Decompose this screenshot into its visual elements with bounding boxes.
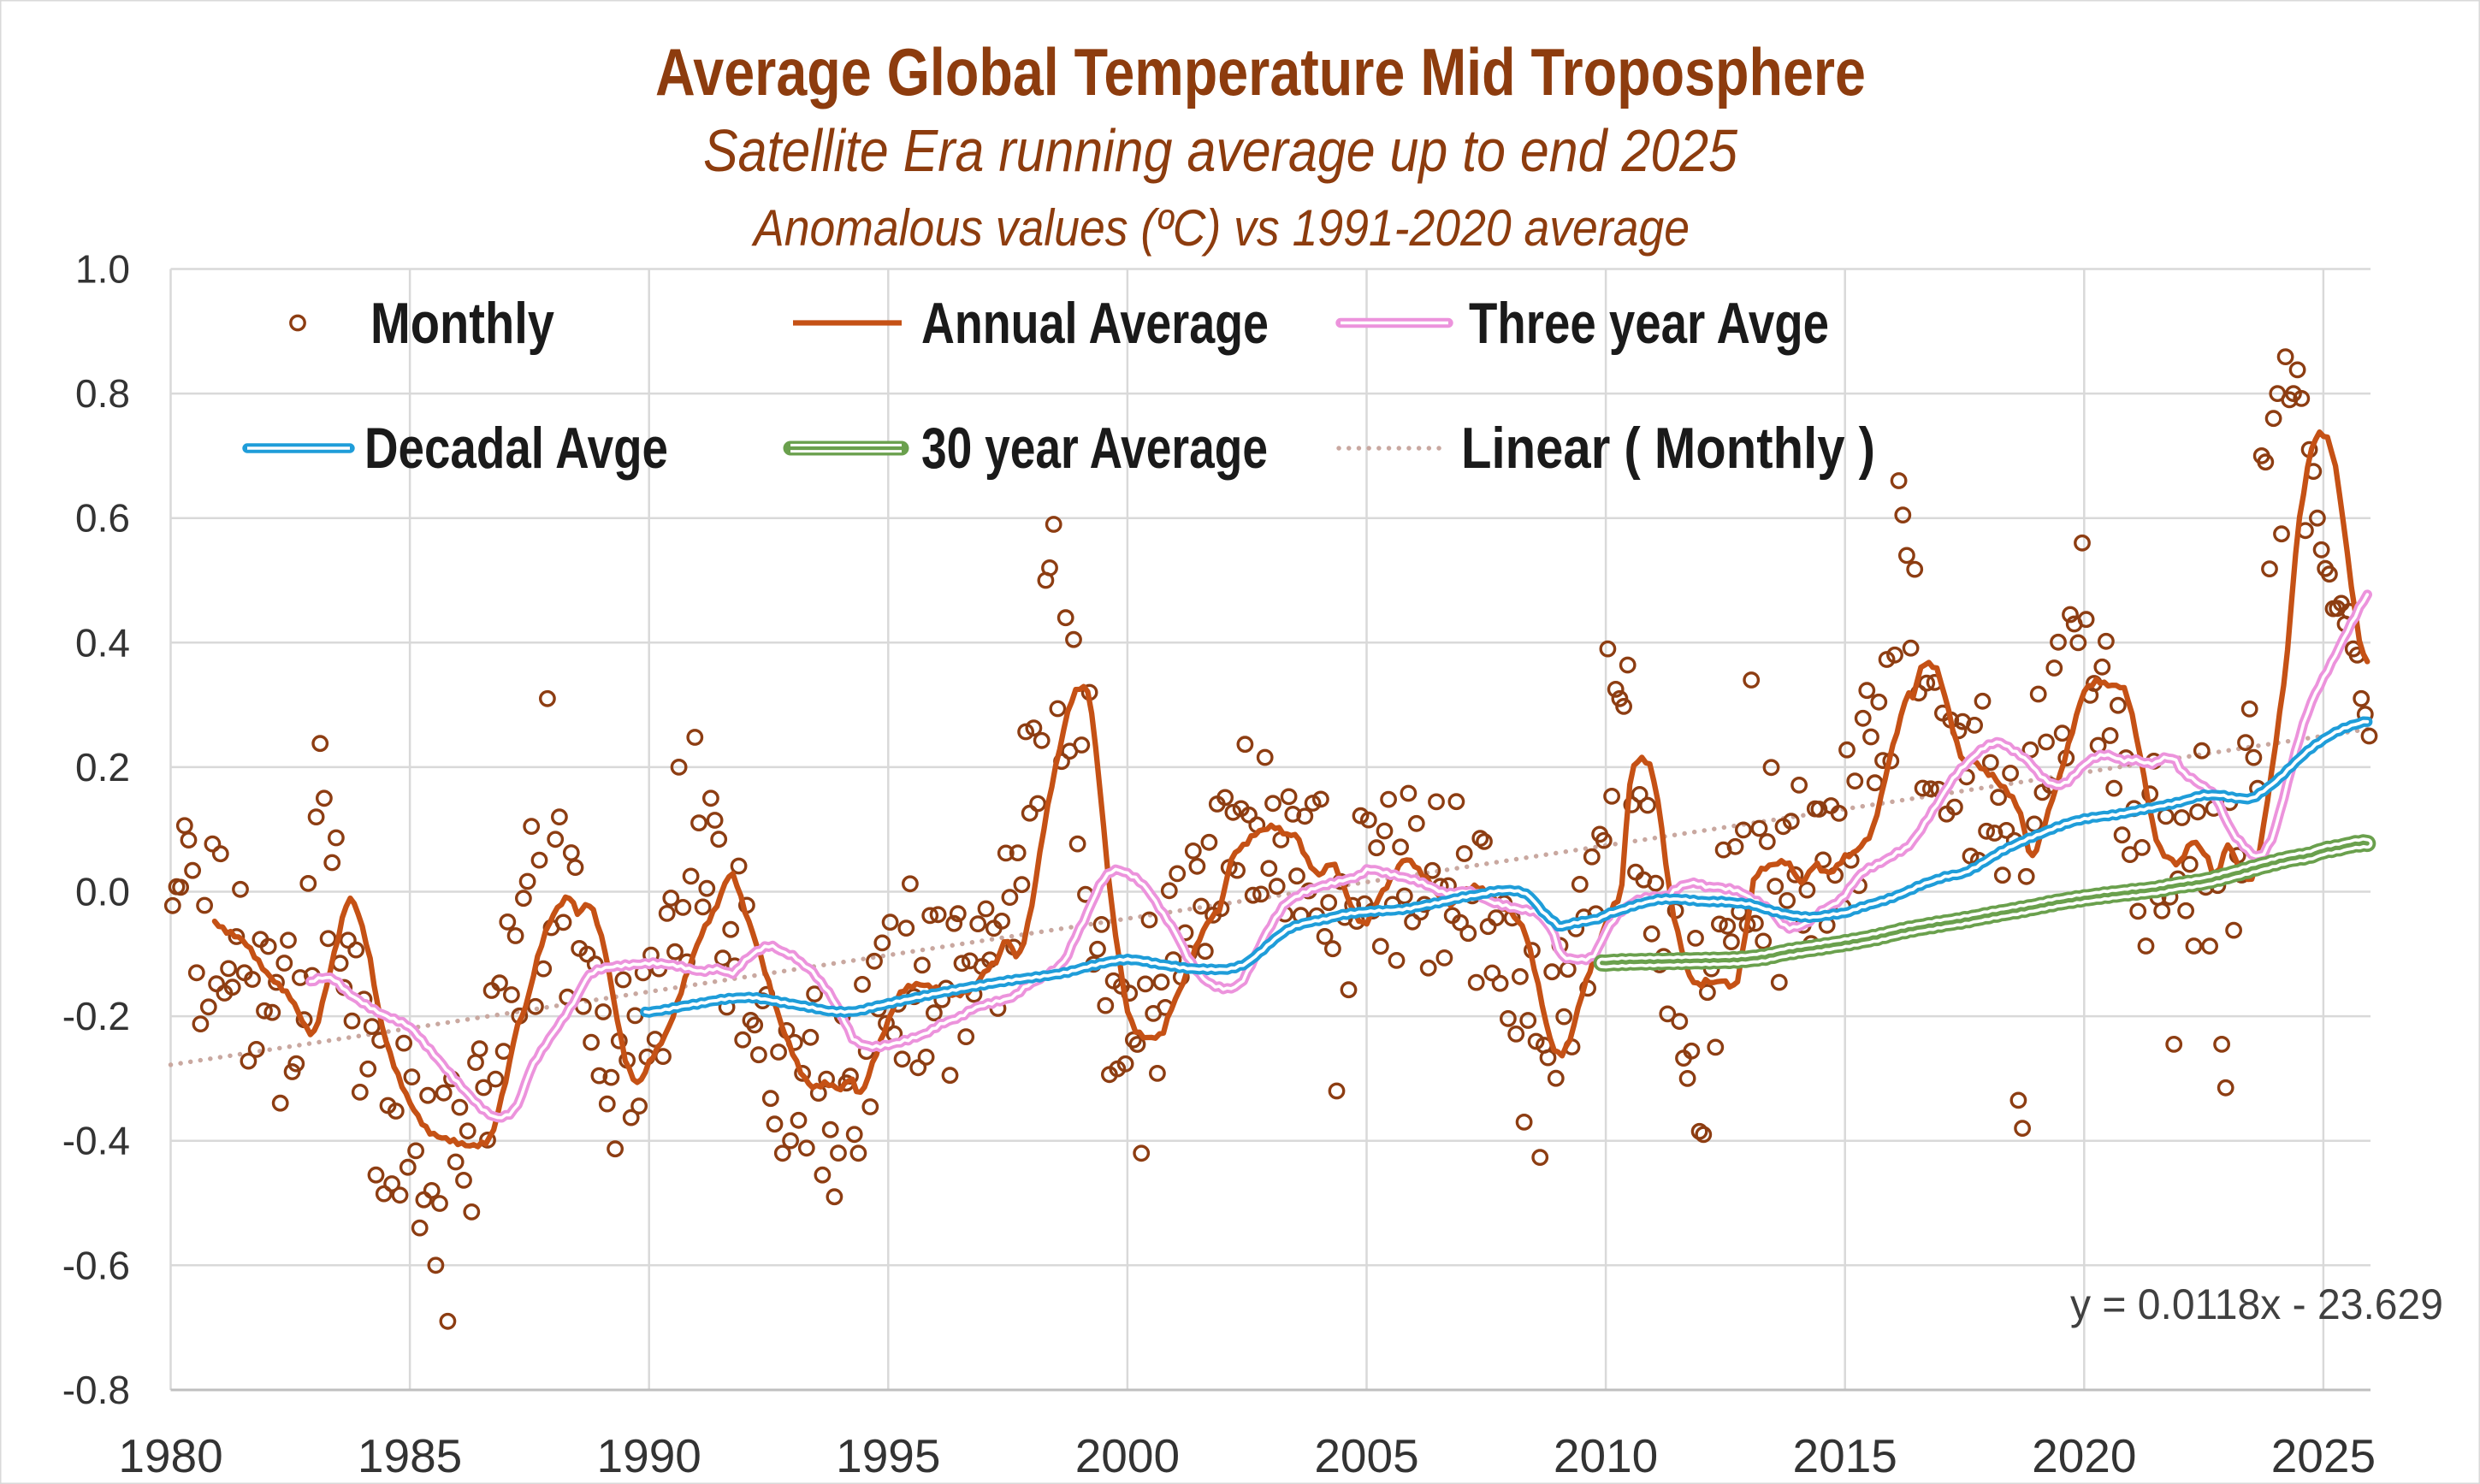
svg-text:-0.6: -0.6 [62, 1243, 130, 1287]
svg-text:30 year Average: 30 year Average [921, 416, 1268, 481]
svg-text:0.0: 0.0 [75, 870, 130, 914]
svg-text:Three year Avge: Three year Avge [1469, 291, 1829, 356]
svg-text:1985: 1985 [358, 1429, 462, 1482]
svg-text:Linear ( Monthly ): Linear ( Monthly ) [1461, 416, 1875, 481]
svg-text:0.8: 0.8 [75, 371, 130, 416]
svg-text:2000: 2000 [1075, 1429, 1180, 1482]
svg-text:0.4: 0.4 [75, 620, 130, 665]
svg-text:Satellite Era running average: Satellite Era running average up to end … [703, 117, 1738, 184]
svg-text:1990: 1990 [597, 1429, 701, 1482]
svg-text:y = 0.0118x - 23.629: y = 0.0118x - 23.629 [2070, 1280, 2443, 1328]
svg-text:2025: 2025 [2271, 1429, 2376, 1482]
svg-text:0.6: 0.6 [75, 496, 130, 541]
svg-text:Decadal Avge: Decadal Avge [364, 416, 668, 481]
svg-text:Annual Average: Annual Average [921, 291, 1269, 356]
svg-text:2020: 2020 [2032, 1429, 2136, 1482]
svg-text:1995: 1995 [836, 1429, 940, 1482]
svg-text:2015: 2015 [1793, 1429, 1897, 1482]
svg-text:Monthly: Monthly [370, 291, 554, 356]
svg-text:Average Global Temperature Mid: Average Global Temperature Mid Troposphe… [655, 34, 1866, 109]
svg-text:2010: 2010 [1554, 1429, 1658, 1482]
svg-text:2005: 2005 [1314, 1429, 1418, 1482]
svg-text:Anomalous values (ºC) vs 1991-: Anomalous values (ºC) vs 1991-2020 avera… [751, 199, 1690, 257]
svg-text:-0.4: -0.4 [62, 1119, 130, 1163]
svg-text:-0.2: -0.2 [62, 994, 130, 1038]
svg-text:1.0: 1.0 [75, 247, 130, 292]
svg-text:0.2: 0.2 [75, 745, 130, 789]
svg-text:1980: 1980 [118, 1429, 222, 1482]
svg-text:-0.8: -0.8 [62, 1368, 130, 1412]
